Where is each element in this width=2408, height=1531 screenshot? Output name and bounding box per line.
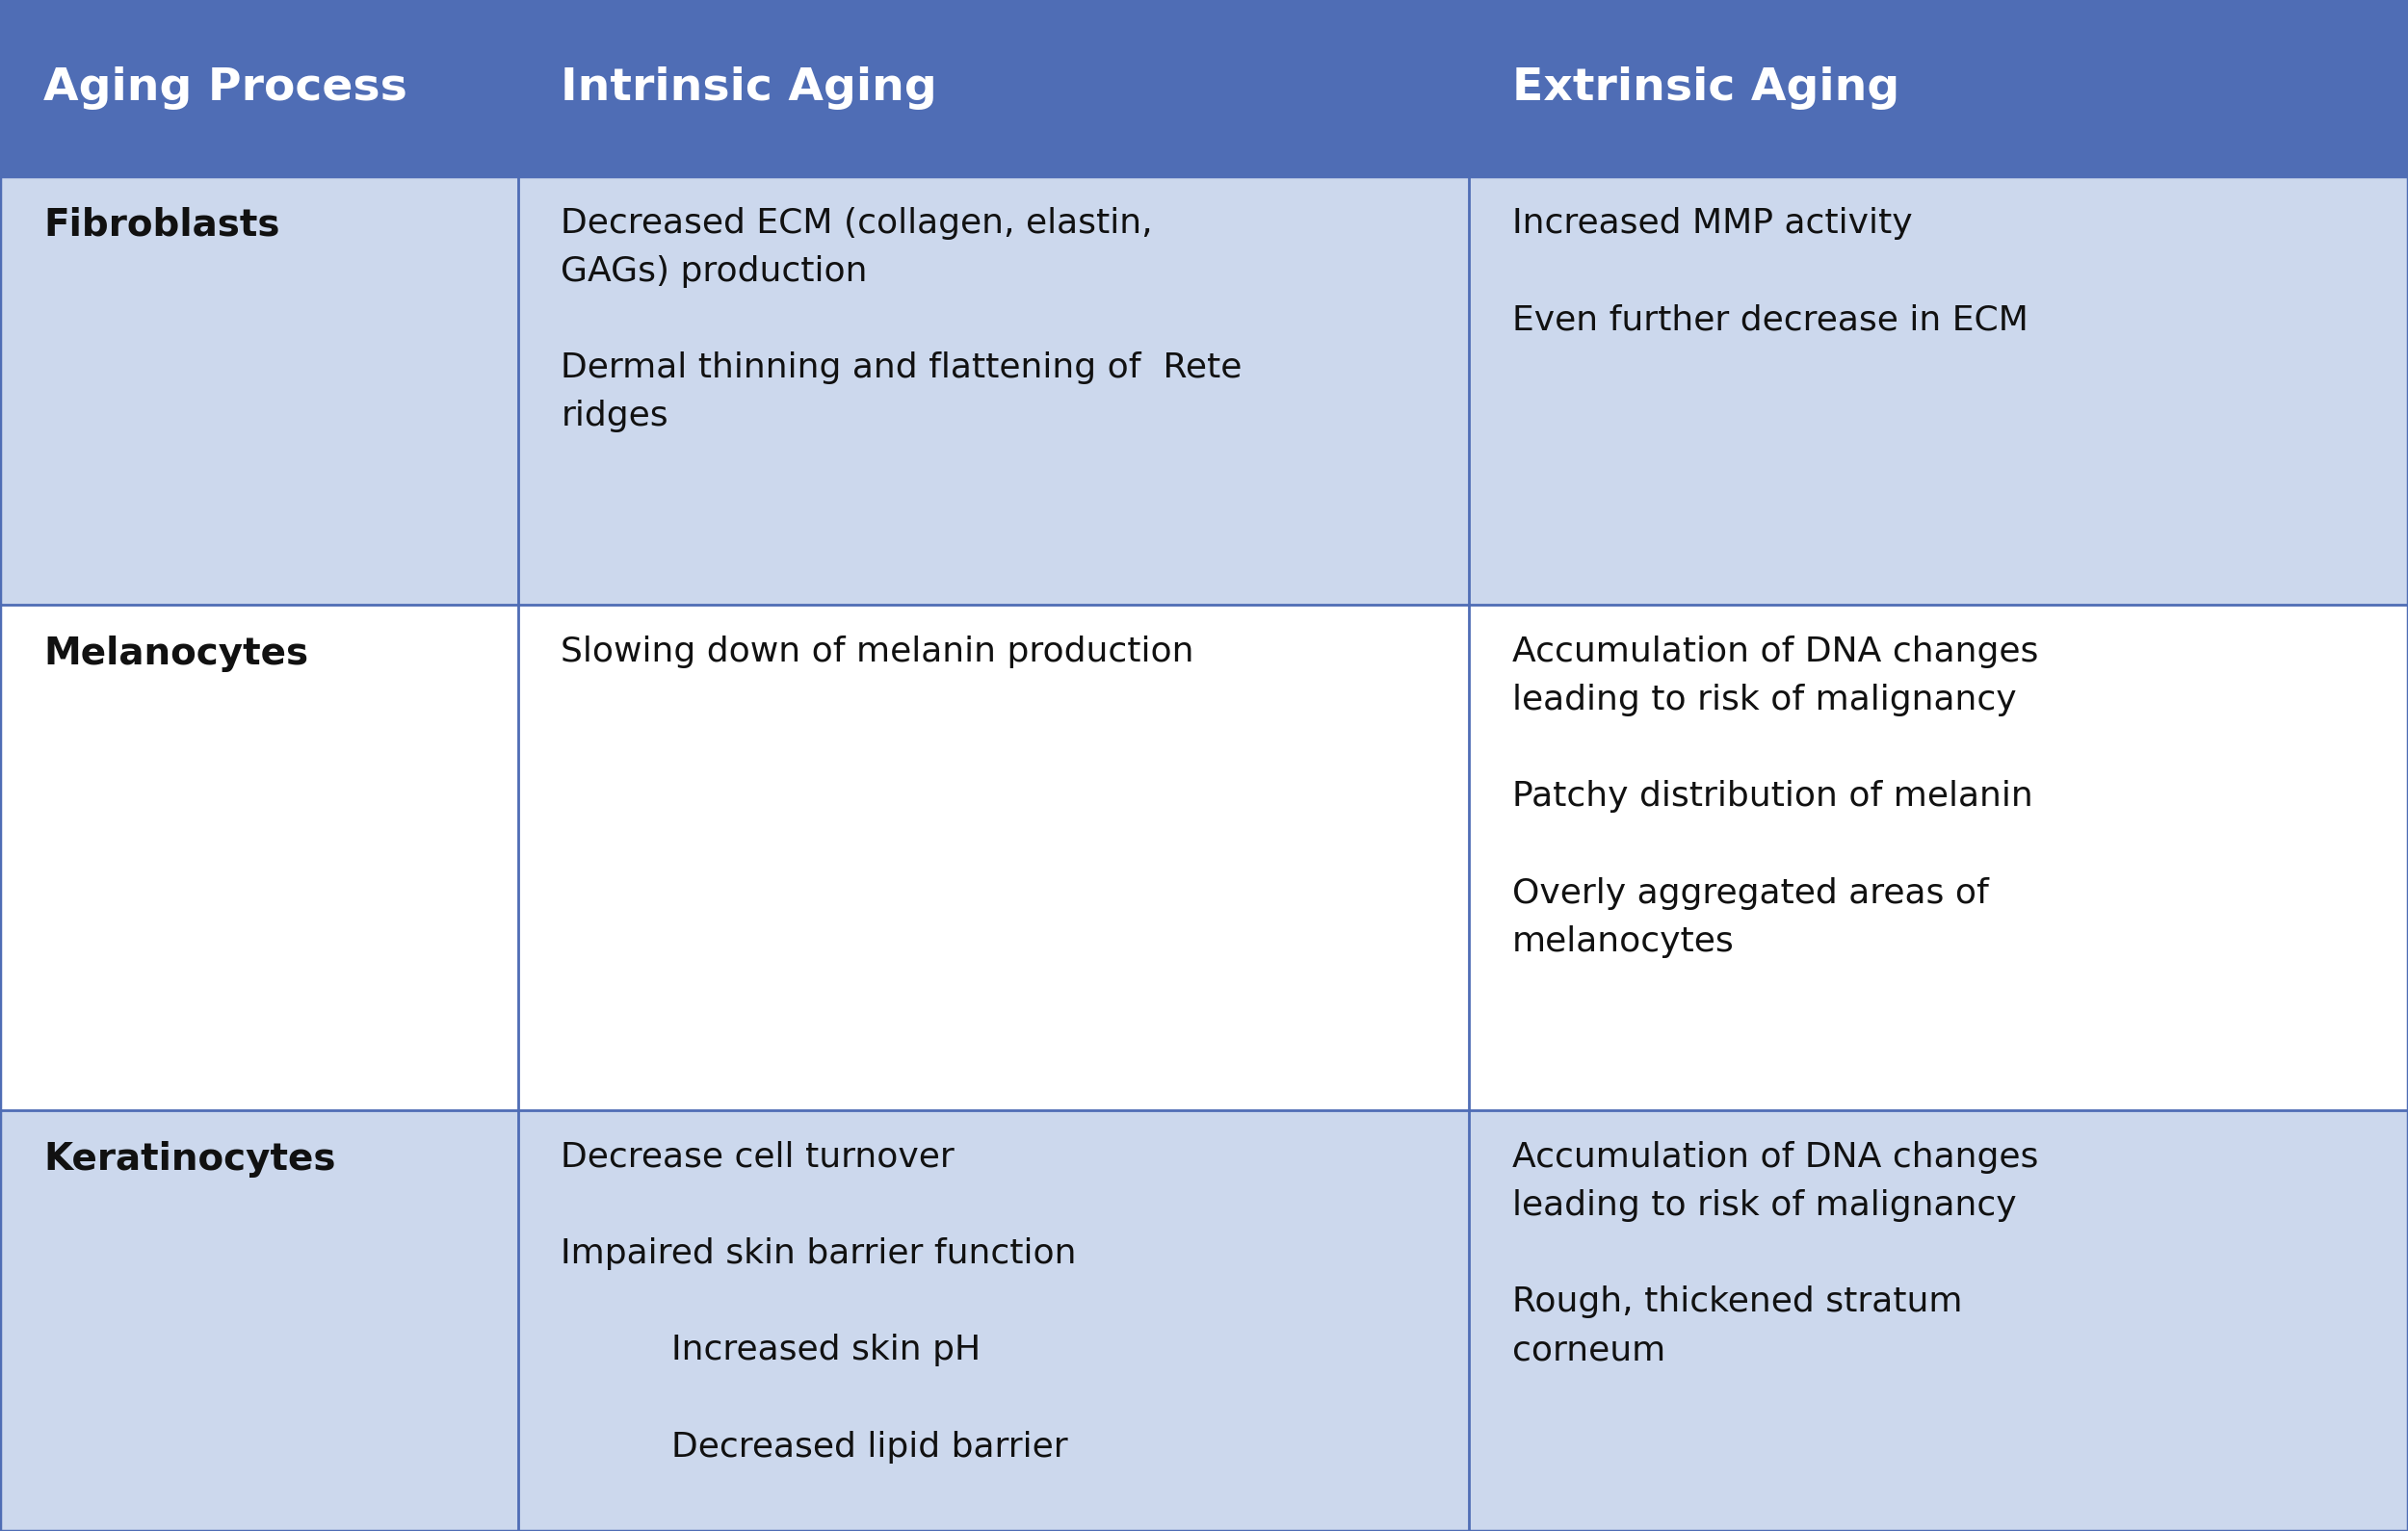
Text: Decrease cell turnover

Impaired skin barrier function

          Increased skin: Decrease cell turnover Impaired skin bar… [561,1141,1076,1464]
Text: Intrinsic Aging: Intrinsic Aging [561,66,937,110]
Bar [0,0,2408,176]
Text: Slowing down of melanin production: Slowing down of melanin production [561,635,1194,668]
Text: Extrinsic Aging: Extrinsic Aging [1512,66,1900,110]
Bar [0,605,2408,1110]
Text: Keratinocytes: Keratinocytes [43,1141,335,1177]
Bar [0,176,2408,605]
Text: Increased MMP activity

Even further decrease in ECM: Increased MMP activity Even further decr… [1512,207,2028,337]
Text: Decreased ECM (collagen, elastin,
GAGs) production

Dermal thinning and flatteni: Decreased ECM (collagen, elastin, GAGs) … [561,207,1243,433]
Text: Accumulation of DNA changes
leading to risk of malignancy

Patchy distribution o: Accumulation of DNA changes leading to r… [1512,635,2040,958]
Text: Aging Process: Aging Process [43,66,407,110]
Text: Melanocytes: Melanocytes [43,635,308,672]
Text: Accumulation of DNA changes
leading to risk of malignancy

Rough, thickened stra: Accumulation of DNA changes leading to r… [1512,1141,2040,1367]
Text: Fibroblasts: Fibroblasts [43,207,279,243]
Bar [0,1110,2408,1531]
